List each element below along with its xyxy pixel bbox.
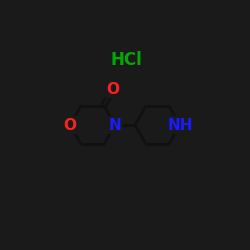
Text: O: O: [107, 82, 120, 97]
Text: N: N: [109, 118, 122, 132]
Text: NH: NH: [167, 118, 193, 132]
Text: O: O: [64, 118, 76, 132]
Text: HCl: HCl: [110, 51, 142, 69]
